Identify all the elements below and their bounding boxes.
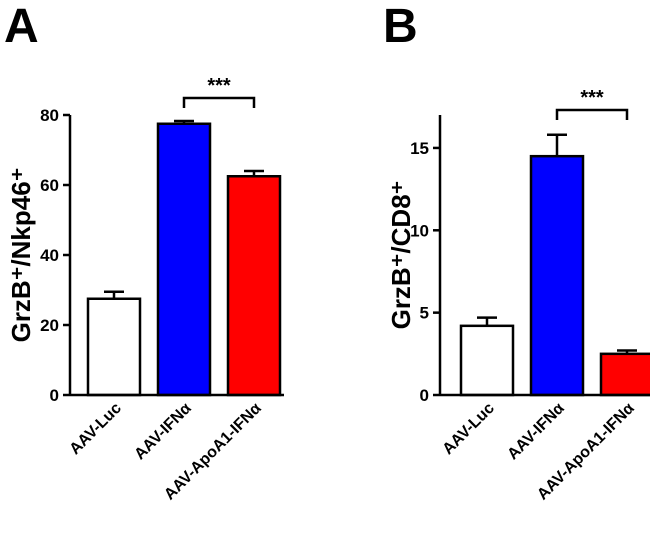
bar [529,154,585,397]
bar [599,352,650,397]
significance-label: *** [580,87,604,109]
y-tick-label: 5 [420,304,429,323]
bar [459,324,515,397]
panel-letter: B [383,0,418,53]
y-tick-label: 80 [40,106,59,125]
bar [156,122,212,397]
y-axis-label: GrzB⁺/CD8⁺ [386,181,416,330]
category-label: AAV-Luc [67,400,125,458]
significance-label: *** [207,75,231,97]
y-tick-label: 40 [40,246,59,265]
y-tick-label: 0 [420,386,429,405]
y-tick-label: 10 [410,221,429,240]
y-tick-label: 15 [410,139,429,158]
significance-bracket [182,96,256,108]
y-tick-label: 60 [40,176,59,195]
category-label: AAV-Luc [440,400,498,458]
y-axis-label: GrzB⁺/Nkp46⁺ [6,168,36,343]
y-tick-label: 0 [50,386,59,405]
bar [86,297,142,397]
panel-letter: A [4,0,39,53]
significance-bracket [555,108,629,120]
y-tick-label: 20 [40,316,59,335]
category-label: AAV-IFNα [504,400,568,464]
category-label: AAV-IFNα [131,400,195,464]
bar [226,175,282,397]
